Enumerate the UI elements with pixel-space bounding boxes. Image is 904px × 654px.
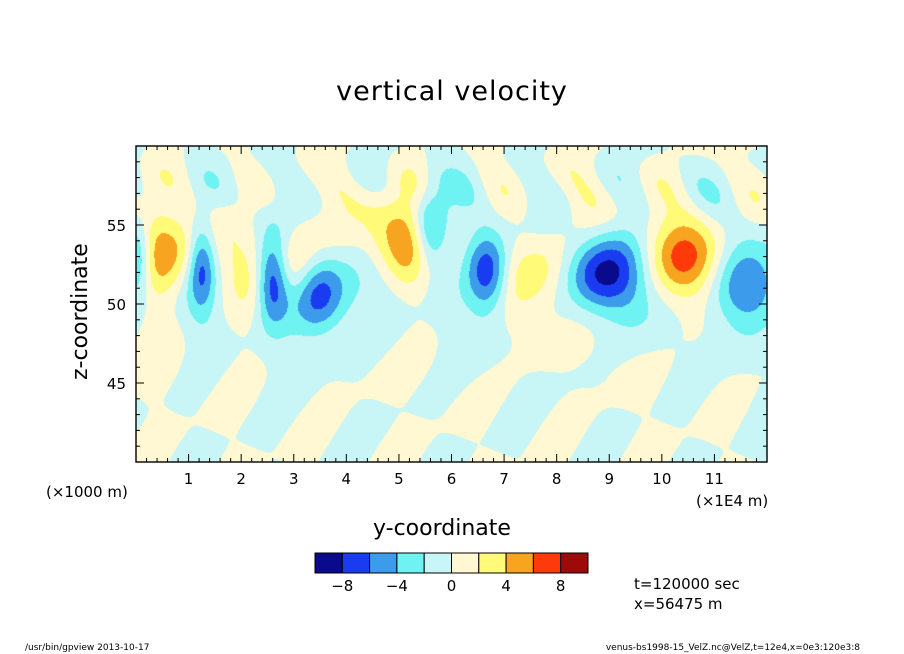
x-axis-title: y-coordinate	[373, 516, 511, 541]
colorbar-swatch	[396, 552, 425, 574]
colorbar-swatch	[314, 552, 343, 574]
x-tick-label: 6	[447, 470, 457, 488]
time-annotation: t=120000 sec	[634, 575, 740, 593]
footer-command: /usr/bin/gpview 2013-10-17	[25, 643, 150, 653]
colorbar-tick-label: 0	[447, 577, 457, 595]
x-tick-label: 10	[652, 470, 671, 488]
colorbar-swatch	[451, 552, 480, 574]
x-tick-label: 11	[705, 470, 724, 488]
y-tick-label: 45	[107, 375, 126, 393]
x-tick-label: 2	[236, 470, 246, 488]
x-tick-label: 9	[604, 470, 614, 488]
colorbar-swatch	[478, 552, 507, 574]
colorbar-tick-label: −4	[386, 577, 408, 595]
x-tick-label: 4	[342, 470, 352, 488]
x-axis-unit-label: (×1E4 m)	[696, 492, 769, 510]
y-axis-unit-label: (×1000 m)	[46, 483, 128, 501]
colorbar-tick-label: −8	[331, 577, 353, 595]
x-tick-label: 7	[499, 470, 509, 488]
chart-title: vertical velocity	[336, 76, 568, 107]
plot-frame	[135, 145, 768, 463]
colorbar-swatch	[423, 552, 453, 574]
colorbar-swatch	[341, 552, 371, 574]
x-tick-label: 5	[394, 470, 404, 488]
colorbar-tick-label: 8	[556, 577, 566, 595]
x-tick-label: 1	[184, 470, 194, 488]
colorbar-swatch	[369, 552, 398, 574]
y-tick-label: 55	[107, 217, 126, 235]
x-position-annotation: x=56475 m	[634, 595, 723, 613]
y-tick-label: 50	[107, 296, 126, 314]
x-tick-label: 8	[552, 470, 562, 488]
y-axis-title: z-coordinate	[68, 243, 93, 380]
footer-source: venus-bs1998-15_VelZ.nc@VelZ,t=12e4,x=0e…	[605, 643, 860, 653]
colorbar-swatch	[532, 552, 562, 574]
x-tick-label: 3	[289, 470, 299, 488]
colorbar-swatch	[505, 552, 534, 574]
colorbar-tick-label: 4	[501, 577, 511, 595]
colorbar-swatch	[560, 552, 589, 574]
